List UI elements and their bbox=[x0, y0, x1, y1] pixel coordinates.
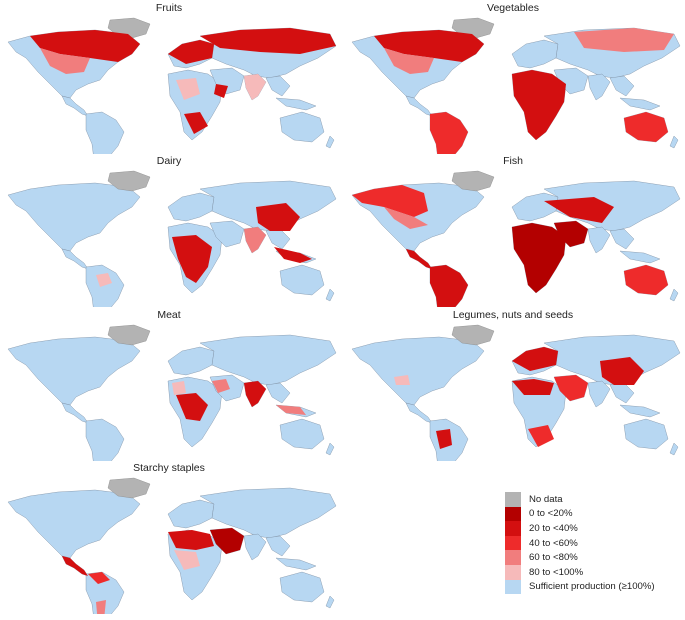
region-shading bbox=[174, 550, 200, 570]
legend-swatch bbox=[505, 506, 521, 522]
legend-item: Sufficient production (≥100%) bbox=[505, 579, 680, 595]
region-shading bbox=[554, 375, 588, 401]
region-shading bbox=[200, 28, 336, 54]
region-shading bbox=[172, 235, 212, 283]
region-shading bbox=[172, 381, 186, 395]
legend-label: 20 to <40% bbox=[529, 522, 578, 534]
world-map bbox=[7, 324, 337, 461]
world-map bbox=[351, 324, 681, 461]
region-shading bbox=[184, 112, 208, 134]
region-shading bbox=[30, 30, 140, 62]
legend-swatch bbox=[505, 564, 521, 580]
world-map bbox=[7, 17, 337, 154]
map-panel-legumes: Legumes, nuts and seeds bbox=[344, 309, 682, 461]
map-panel-fruits: Fruits bbox=[0, 2, 338, 154]
legend-label: 60 to <80% bbox=[529, 552, 578, 564]
panel-title: Legumes, nuts and seeds bbox=[452, 309, 574, 321]
region-shading bbox=[512, 379, 554, 395]
region-shading bbox=[168, 40, 214, 64]
region-shading bbox=[256, 203, 300, 231]
region-shading bbox=[384, 48, 434, 74]
region-shading bbox=[528, 425, 554, 447]
region-shading bbox=[40, 48, 90, 74]
legend-swatch bbox=[505, 550, 521, 565]
region-shading bbox=[374, 30, 484, 62]
map-panel-fish: Fish bbox=[344, 155, 682, 307]
legend-label: Sufficient production (≥100%) bbox=[529, 581, 655, 593]
region-shading bbox=[406, 249, 432, 269]
region-shading bbox=[210, 528, 244, 554]
legend-item: 80 to <100% bbox=[505, 564, 680, 580]
region-shading bbox=[600, 357, 644, 385]
legend-item: No data bbox=[505, 492, 680, 507]
legend-label: 0 to <20% bbox=[529, 508, 573, 520]
region-shading bbox=[352, 185, 428, 217]
region-shading bbox=[62, 556, 88, 576]
legend-label: 40 to <60% bbox=[529, 537, 578, 549]
region-shading bbox=[624, 265, 668, 295]
world-map bbox=[7, 477, 337, 614]
map-panel-dairy: Dairy bbox=[0, 155, 338, 307]
world-map bbox=[351, 170, 681, 307]
region-shading bbox=[214, 84, 228, 98]
region-shading bbox=[554, 221, 588, 247]
map-panel-meat: Meat bbox=[0, 309, 338, 461]
panel-title: Fish bbox=[503, 155, 523, 167]
region-shading bbox=[512, 347, 558, 371]
legend-item: 0 to <20% bbox=[505, 506, 680, 522]
region-shading bbox=[574, 28, 674, 52]
map-panel-starchy-staples: Starchy staples bbox=[0, 462, 338, 614]
region-shading bbox=[544, 197, 614, 223]
world-map bbox=[351, 17, 681, 154]
panel-title: Meat bbox=[157, 309, 181, 321]
region-shading bbox=[276, 405, 306, 415]
region-shading bbox=[176, 78, 200, 100]
legend-swatch bbox=[505, 535, 521, 551]
region-shading bbox=[96, 273, 112, 287]
region-shading bbox=[244, 227, 266, 253]
panel-title: Vegetables bbox=[487, 2, 539, 14]
region-shading bbox=[168, 530, 214, 550]
map-legend: No data 0 to <20% 20 to <40% 40 to <60% … bbox=[505, 492, 680, 595]
region-shading bbox=[430, 112, 468, 154]
region-shading bbox=[384, 207, 428, 229]
legend-label: 80 to <100% bbox=[529, 566, 584, 578]
legend-item: 60 to <80% bbox=[505, 550, 680, 565]
region-shading bbox=[212, 379, 230, 393]
region-shading bbox=[88, 572, 110, 584]
region-shading bbox=[512, 70, 566, 140]
legend-item: 40 to <60% bbox=[505, 535, 680, 551]
map-panel-vegetables: Vegetables bbox=[344, 2, 682, 154]
region-shading bbox=[176, 393, 208, 421]
legend-swatch bbox=[505, 579, 521, 595]
region-shading bbox=[96, 600, 106, 614]
panel-title: Fruits bbox=[155, 2, 183, 14]
legend-label: No data bbox=[529, 493, 563, 505]
region-shading bbox=[244, 74, 266, 100]
region-shading bbox=[244, 381, 266, 407]
region-shading bbox=[430, 265, 468, 307]
region-shading bbox=[624, 112, 668, 142]
region-shading bbox=[274, 247, 312, 263]
panel-title: Dairy bbox=[156, 155, 182, 167]
panel-title: Starchy staples bbox=[133, 462, 205, 474]
legend-item: 20 to <40% bbox=[505, 521, 680, 536]
region-shading bbox=[394, 375, 410, 385]
region-shading bbox=[512, 223, 566, 293]
world-map bbox=[7, 170, 337, 307]
legend-swatch bbox=[505, 521, 521, 536]
region-shading bbox=[436, 429, 452, 449]
legend-swatch bbox=[505, 492, 521, 507]
